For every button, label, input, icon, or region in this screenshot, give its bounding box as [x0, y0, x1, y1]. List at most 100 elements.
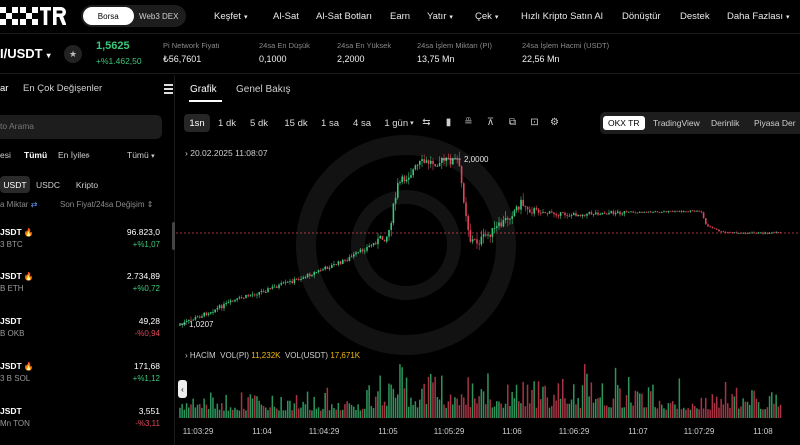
- web3-dex-tab[interactable]: Web3 DEX: [139, 11, 179, 21]
- candle-body: [757, 232, 760, 234]
- volume-bar: [476, 403, 478, 418]
- volume-bar: [306, 391, 309, 418]
- market-search-input[interactable]: to Arama: [0, 115, 162, 139]
- view-okx-tr[interactable]: OKX TR: [603, 116, 645, 130]
- volume-bar: [324, 392, 326, 418]
- volume-bar: [511, 391, 513, 418]
- volume-bar: [491, 407, 494, 418]
- chip-usdt[interactable]: USDT: [0, 176, 30, 193]
- filter-all-dropdown[interactable]: Tümü ▾: [127, 150, 155, 160]
- sort-volume[interactable]: a Miktar ⇄: [0, 200, 37, 209]
- candle-body: [394, 197, 397, 204]
- chip-usdc[interactable]: USDC: [35, 179, 61, 190]
- view-piyasa-der[interactable]: Piyasa Der: [754, 118, 796, 128]
- exchange-mode-switch[interactable]: Borsa Web3 DEX: [81, 5, 186, 27]
- settings-toggle-icon[interactable]: ⇆: [422, 117, 431, 128]
- candle-body: [196, 316, 199, 318]
- filter-spot[interactable]: esi: [0, 150, 11, 160]
- chip-kripto[interactable]: Kripto: [75, 179, 99, 190]
- candle-body: [445, 157, 447, 161]
- volume-bar: [713, 403, 716, 418]
- timeframe-1m[interactable]: 1 dk: [218, 117, 236, 129]
- list-item[interactable]: JSDT B OKB 49,28 -%0,94: [0, 316, 162, 350]
- volume-bar: [575, 404, 577, 418]
- volume-bar: [357, 404, 359, 418]
- pair-selector[interactable]: I/USDT ▾: [0, 46, 51, 61]
- chart-view-switch[interactable]: OKX TR TradingView Derinlik Piyasa Der: [600, 112, 800, 134]
- indicator-icon[interactable]: ≞: [464, 117, 473, 128]
- sort-price-change[interactable]: Son Fiyat/24sa Değişim ⇕: [60, 200, 153, 209]
- favorite-star-icon[interactable]: ★: [64, 45, 82, 63]
- volume-bar: [471, 383, 474, 418]
- candle-body: [438, 162, 441, 167]
- candle-body: [617, 211, 619, 213]
- volume-bar: [507, 384, 509, 418]
- nav-daha-fazlasi[interactable]: Daha Fazlası ▾: [727, 11, 790, 22]
- collapse-chevron-icon[interactable]: ›: [185, 351, 188, 360]
- nav-destek[interactable]: Destek: [680, 11, 710, 22]
- nav-cek[interactable]: Çek ▾: [475, 11, 498, 22]
- timeframe-1d[interactable]: 1 gün ▾: [382, 114, 416, 132]
- okx-logo[interactable]: [0, 6, 66, 26]
- candle-body: [452, 158, 454, 165]
- nav-yatir[interactable]: Yatır ▾: [427, 11, 453, 22]
- time-tick: 11:03:29: [182, 427, 214, 436]
- candle-body: [342, 259, 344, 264]
- nav-al-sat-botlari[interactable]: Al-Sat Botları: [316, 11, 372, 22]
- nav-al-sat[interactable]: Al-Sat: [273, 11, 299, 22]
- drawing-tool-icon[interactable]: ⊼: [486, 117, 495, 128]
- tab-genel-bakis[interactable]: Genel Bakış: [236, 84, 291, 95]
- list-scrollbar[interactable]: [172, 222, 175, 250]
- list-item[interactable]: JSDT 🔥 B ETH 2.734,89 +%0,72: [0, 271, 162, 305]
- timeframe-5m[interactable]: 5 dk: [250, 117, 268, 129]
- nav-donustur[interactable]: Dönüştür: [622, 11, 661, 22]
- filter-top[interactable]: En İyiler: [58, 150, 89, 160]
- timeframe-1s[interactable]: 1sn: [184, 114, 210, 132]
- nav-earn[interactable]: Earn: [390, 11, 410, 22]
- chart-layout-icon[interactable]: ⧉: [508, 117, 517, 128]
- volume-bar: [405, 377, 408, 418]
- scroll-left-icon[interactable]: ‹: [178, 380, 187, 398]
- volume-bar: [364, 408, 366, 418]
- candle-body: [588, 212, 590, 214]
- price-chart[interactable]: 2,0000 1,0207: [176, 75, 800, 430]
- timeframe-15m[interactable]: 15 dk: [284, 117, 308, 129]
- time-tick: 11:04: [252, 427, 272, 436]
- nav-hizli-kripto[interactable]: Hızlı Kripto Satın Al: [521, 11, 603, 22]
- volume-bar: [630, 402, 632, 418]
- volume-bar: [680, 409, 683, 418]
- volume-bar: [463, 397, 465, 418]
- volume-bar: [625, 395, 628, 418]
- view-derinlik[interactable]: Derinlik: [711, 118, 740, 128]
- candle-body: [390, 223, 392, 230]
- tab-top-movers[interactable]: En Çok Değişenler: [23, 83, 103, 94]
- timeframe-4h[interactable]: 4 sa: [353, 117, 371, 129]
- volume-bar: [210, 392, 212, 418]
- tab-favorites[interactable]: ar: [0, 83, 9, 94]
- list-item[interactable]: JSDT 🔥 3 B SOL 171,68 +%1,12: [0, 361, 162, 395]
- list-item[interactable]: JSDT 🔥 3 BTC 96.823,0 +%1,07: [0, 227, 162, 261]
- collapse-chevron-icon[interactable]: ›: [185, 148, 188, 158]
- nav-kesfet[interactable]: Keşfet ▾: [214, 11, 247, 22]
- volume-bar: [606, 405, 608, 418]
- candle-type-icon[interactable]: ▮: [445, 117, 452, 128]
- chevron-right-icon[interactable]: ›: [87, 150, 90, 160]
- menu-icon[interactable]: [164, 84, 173, 96]
- asset-symbol: JSDT: [0, 271, 22, 281]
- view-tradingview[interactable]: TradingView: [653, 118, 700, 128]
- filter-all[interactable]: Tümü: [24, 150, 48, 160]
- list-item[interactable]: JSDT Mn TON 3,551 -%3,11: [0, 406, 162, 440]
- chevron-down-icon: ▾: [46, 51, 51, 60]
- time-tick: 11:08: [753, 427, 773, 436]
- timeframe-1h[interactable]: 1 sa: [321, 117, 339, 129]
- volume-bar: [229, 407, 232, 418]
- volume-bar: [458, 405, 461, 418]
- borsa-tab[interactable]: Borsa: [83, 7, 134, 25]
- candle-body: [236, 298, 238, 300]
- candle-body: [625, 211, 628, 212]
- gear-icon[interactable]: ⚙: [550, 117, 559, 128]
- tab-grafik[interactable]: Grafik: [190, 84, 217, 95]
- screenshot-icon[interactable]: ⊡: [530, 117, 539, 128]
- vol-pi-value: 11,232K: [251, 351, 281, 360]
- nav-label: Dönüştür: [622, 11, 661, 22]
